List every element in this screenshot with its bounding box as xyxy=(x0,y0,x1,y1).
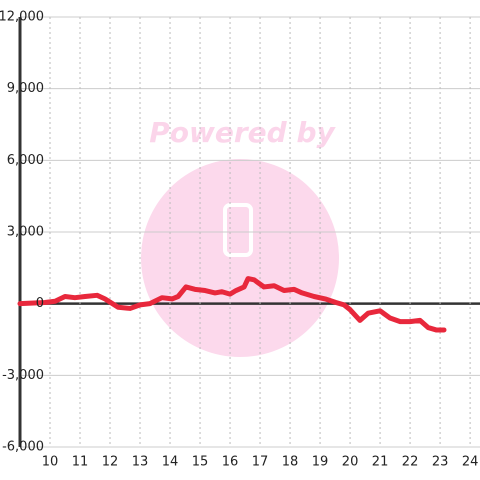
y-tick-label: 3,000 xyxy=(7,225,44,240)
x-tick-label: 23 xyxy=(432,455,449,470)
y-tick-label: -3,000 xyxy=(2,368,44,383)
x-tick-label: 22 xyxy=(402,455,419,470)
watermark-logo xyxy=(141,159,339,357)
x-tick-label: 12 xyxy=(102,455,119,470)
x-tick-label: 11 xyxy=(72,455,89,470)
x-tick-label: 14 xyxy=(162,455,179,470)
x-tick-label: 15 xyxy=(192,455,209,470)
y-tick-label: -6,000 xyxy=(2,440,44,455)
watermark-text: Powered by xyxy=(149,116,336,149)
x-tick-label: 21 xyxy=(372,455,389,470)
x-tick-label: 17 xyxy=(252,455,269,470)
x-tick-label: 20 xyxy=(342,455,359,470)
x-tick-label: 19 xyxy=(312,455,329,470)
x-tick-label: 16 xyxy=(222,455,239,470)
plot xyxy=(17,276,447,333)
x-tick-label: 13 xyxy=(132,455,149,470)
x-tick-label: 18 xyxy=(282,455,299,470)
y-tick-label: 12,000 xyxy=(0,10,44,25)
grid xyxy=(18,16,480,448)
line xyxy=(17,276,447,333)
y-tick-label: 6,000 xyxy=(7,153,44,168)
x-tick-label: 10 xyxy=(42,455,59,470)
y-tick-label: 9,000 xyxy=(7,81,44,96)
watermark-icon xyxy=(223,203,253,257)
x-tick-label: 24 xyxy=(462,455,479,470)
y-tick-label: 0 xyxy=(36,296,44,311)
